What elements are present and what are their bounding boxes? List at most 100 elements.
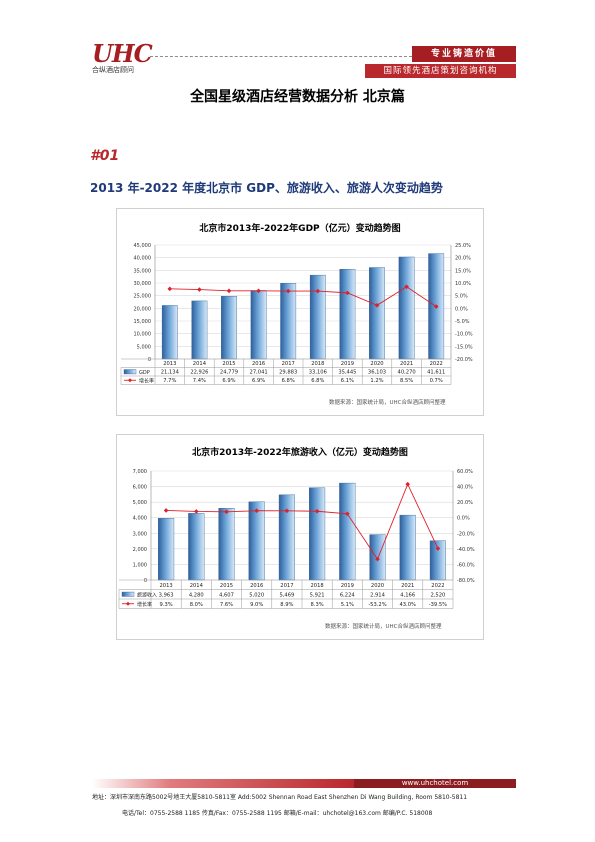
- x-tick-label: 2018: [311, 361, 324, 367]
- bar-value-label: 2,914: [370, 593, 386, 599]
- growth-point: [374, 302, 380, 308]
- bar-value-label: 21,134: [161, 370, 180, 376]
- growth-value-label: 7.7%: [163, 378, 176, 384]
- bar: [278, 494, 295, 581]
- growth-value-label: 8.5%: [400, 378, 413, 384]
- logo-text: UHC: [92, 39, 153, 68]
- bar: [221, 296, 237, 360]
- footer-contact: 电话/Tel：0755-2588 1185 传真/Fax：0755-2588 1…: [122, 810, 433, 817]
- y-tick-label: 35,000: [134, 268, 152, 274]
- footer-bar: www.uhchotel.com: [92, 779, 516, 788]
- growth-point: [345, 290, 350, 296]
- bar: [188, 513, 205, 581]
- bar: [339, 482, 356, 581]
- y-tick-label: 25,000: [134, 294, 152, 300]
- legend-line-marker: [126, 601, 130, 606]
- x-tick-label: 2016: [250, 583, 263, 589]
- logo-subtitle: 合纵酒店顾问: [92, 66, 134, 74]
- section-number: #01: [90, 148, 120, 164]
- growth-point: [433, 304, 439, 309]
- growth-value-label: 6.8%: [282, 378, 295, 384]
- header-tagline: 国际领先酒店策划咨询机构: [365, 64, 516, 78]
- bar: [339, 269, 356, 360]
- legend-line-label: 增长率: [137, 601, 152, 608]
- x-tick-label: 2013: [159, 583, 172, 589]
- growth-point: [256, 288, 261, 294]
- y2-tick-label: -5.0%: [455, 319, 470, 325]
- bar-value-label: 6,224: [340, 593, 356, 599]
- growth-value-label: 9.0%: [250, 602, 263, 608]
- growth-line: [169, 286, 437, 307]
- y-tick-label: 30,000: [134, 281, 152, 287]
- bar-value-label: 33,106: [309, 370, 327, 376]
- gdp-chart-svg: 北京市2013年-2022年GDP（亿元）变动趋势图 0 5,000 10,000 15…: [120, 222, 473, 406]
- bar: [158, 518, 175, 581]
- x-tick-label: 2014: [190, 583, 204, 589]
- y2-tick-label: -15.0%: [455, 344, 473, 350]
- bar-value-label: 2,520: [430, 593, 445, 599]
- y-tick-label: 45,000: [134, 243, 152, 249]
- y2-tick-label: 60.0%: [457, 469, 473, 475]
- chart-source: 数据来源：国家统计局，UHC合纵酒店顾问整理: [329, 398, 446, 406]
- growth-point: [226, 288, 232, 294]
- x-tick-label: 2020: [371, 583, 384, 589]
- growth-value-label: 5.1%: [341, 602, 354, 608]
- bar-value-label: 29,883: [279, 370, 297, 376]
- growth-point: [314, 508, 320, 514]
- chart-title: 北京市2013年-2022年旅游收入（亿元）变动趋势图: [192, 446, 408, 458]
- growth-point: [167, 286, 173, 292]
- growth-value-label: 8.3%: [311, 602, 324, 608]
- x-tick-label: 2017: [282, 361, 295, 367]
- footer-gradient: [92, 779, 354, 788]
- bar-value-label: 40,270: [398, 370, 416, 376]
- y-tick-label: 7,000: [133, 469, 147, 475]
- y2-tick-label: 0.0%: [457, 516, 470, 522]
- bar-value-label: 4,166: [400, 593, 415, 599]
- growth-value-label: 8.0%: [190, 602, 203, 608]
- y2-tick-label: 20.0%: [455, 256, 471, 262]
- bar: [309, 274, 326, 360]
- header-divider: [150, 56, 412, 57]
- growth-value-label: 8.9%: [280, 602, 293, 608]
- legend-bar-label: 旅游收入: [137, 591, 157, 598]
- growth-value-label: 43.0%: [399, 602, 416, 608]
- bar-value-label: 24,779: [220, 370, 238, 376]
- bar-value-label: 3,963: [159, 593, 174, 599]
- chart-source: 数据来源：国家统计局，UHC合纵酒店顾问整理: [325, 622, 442, 630]
- y-tick-label: 5,000: [137, 344, 151, 350]
- x-tick-label: 2021: [400, 361, 413, 367]
- growth-value-label: 6.9%: [222, 378, 235, 384]
- x-tick-label: 2019: [341, 361, 354, 367]
- bar: [250, 290, 267, 360]
- growth-value-label: 7.4%: [193, 378, 206, 384]
- x-tick-label: 2022: [431, 583, 444, 589]
- legend-bar-label: GDP: [139, 370, 150, 376]
- bar: [398, 256, 415, 360]
- y-tick-label: 1,000: [133, 562, 147, 568]
- y-tick-label: 2,000: [133, 547, 147, 553]
- growth-point: [284, 508, 290, 514]
- growth-value-label: -53.2%: [368, 602, 386, 608]
- growth-point: [405, 481, 410, 487]
- x-tick-label: 2021: [401, 583, 414, 589]
- growth-value-label: 6.9%: [252, 378, 265, 384]
- gdp-chart: 北京市2013年-2022年GDP（亿元）变动趋势图 0 5,000 10,000 15…: [116, 208, 484, 416]
- bar: [280, 283, 297, 360]
- growth-point: [197, 287, 202, 292]
- growth-value-label: 9.3%: [160, 602, 173, 608]
- y-tick-label: 5,000: [133, 500, 147, 506]
- chart-title: 北京市2013年-2022年GDP（亿元）变动趋势图: [199, 222, 400, 234]
- bar-value-label: 5,469: [279, 593, 294, 599]
- y-tick-label: 4,000: [133, 516, 147, 522]
- x-tick-label: 2022: [430, 361, 443, 367]
- x-tick-label: 2016: [252, 361, 265, 367]
- growth-line: [166, 483, 439, 561]
- footer-website[interactable]: www.uhchotel.com: [354, 779, 516, 788]
- y2-tick-label: -80.0%: [457, 578, 475, 584]
- growth-value-label: 0.7%: [430, 378, 443, 384]
- y2-tick-label: -20.0%: [457, 531, 475, 537]
- bar-value-label: 4,607: [219, 593, 234, 599]
- y-tick-label: 0: [144, 578, 147, 584]
- y2-tick-label: 15.0%: [455, 268, 471, 274]
- growth-value-label: 7.6%: [220, 602, 233, 608]
